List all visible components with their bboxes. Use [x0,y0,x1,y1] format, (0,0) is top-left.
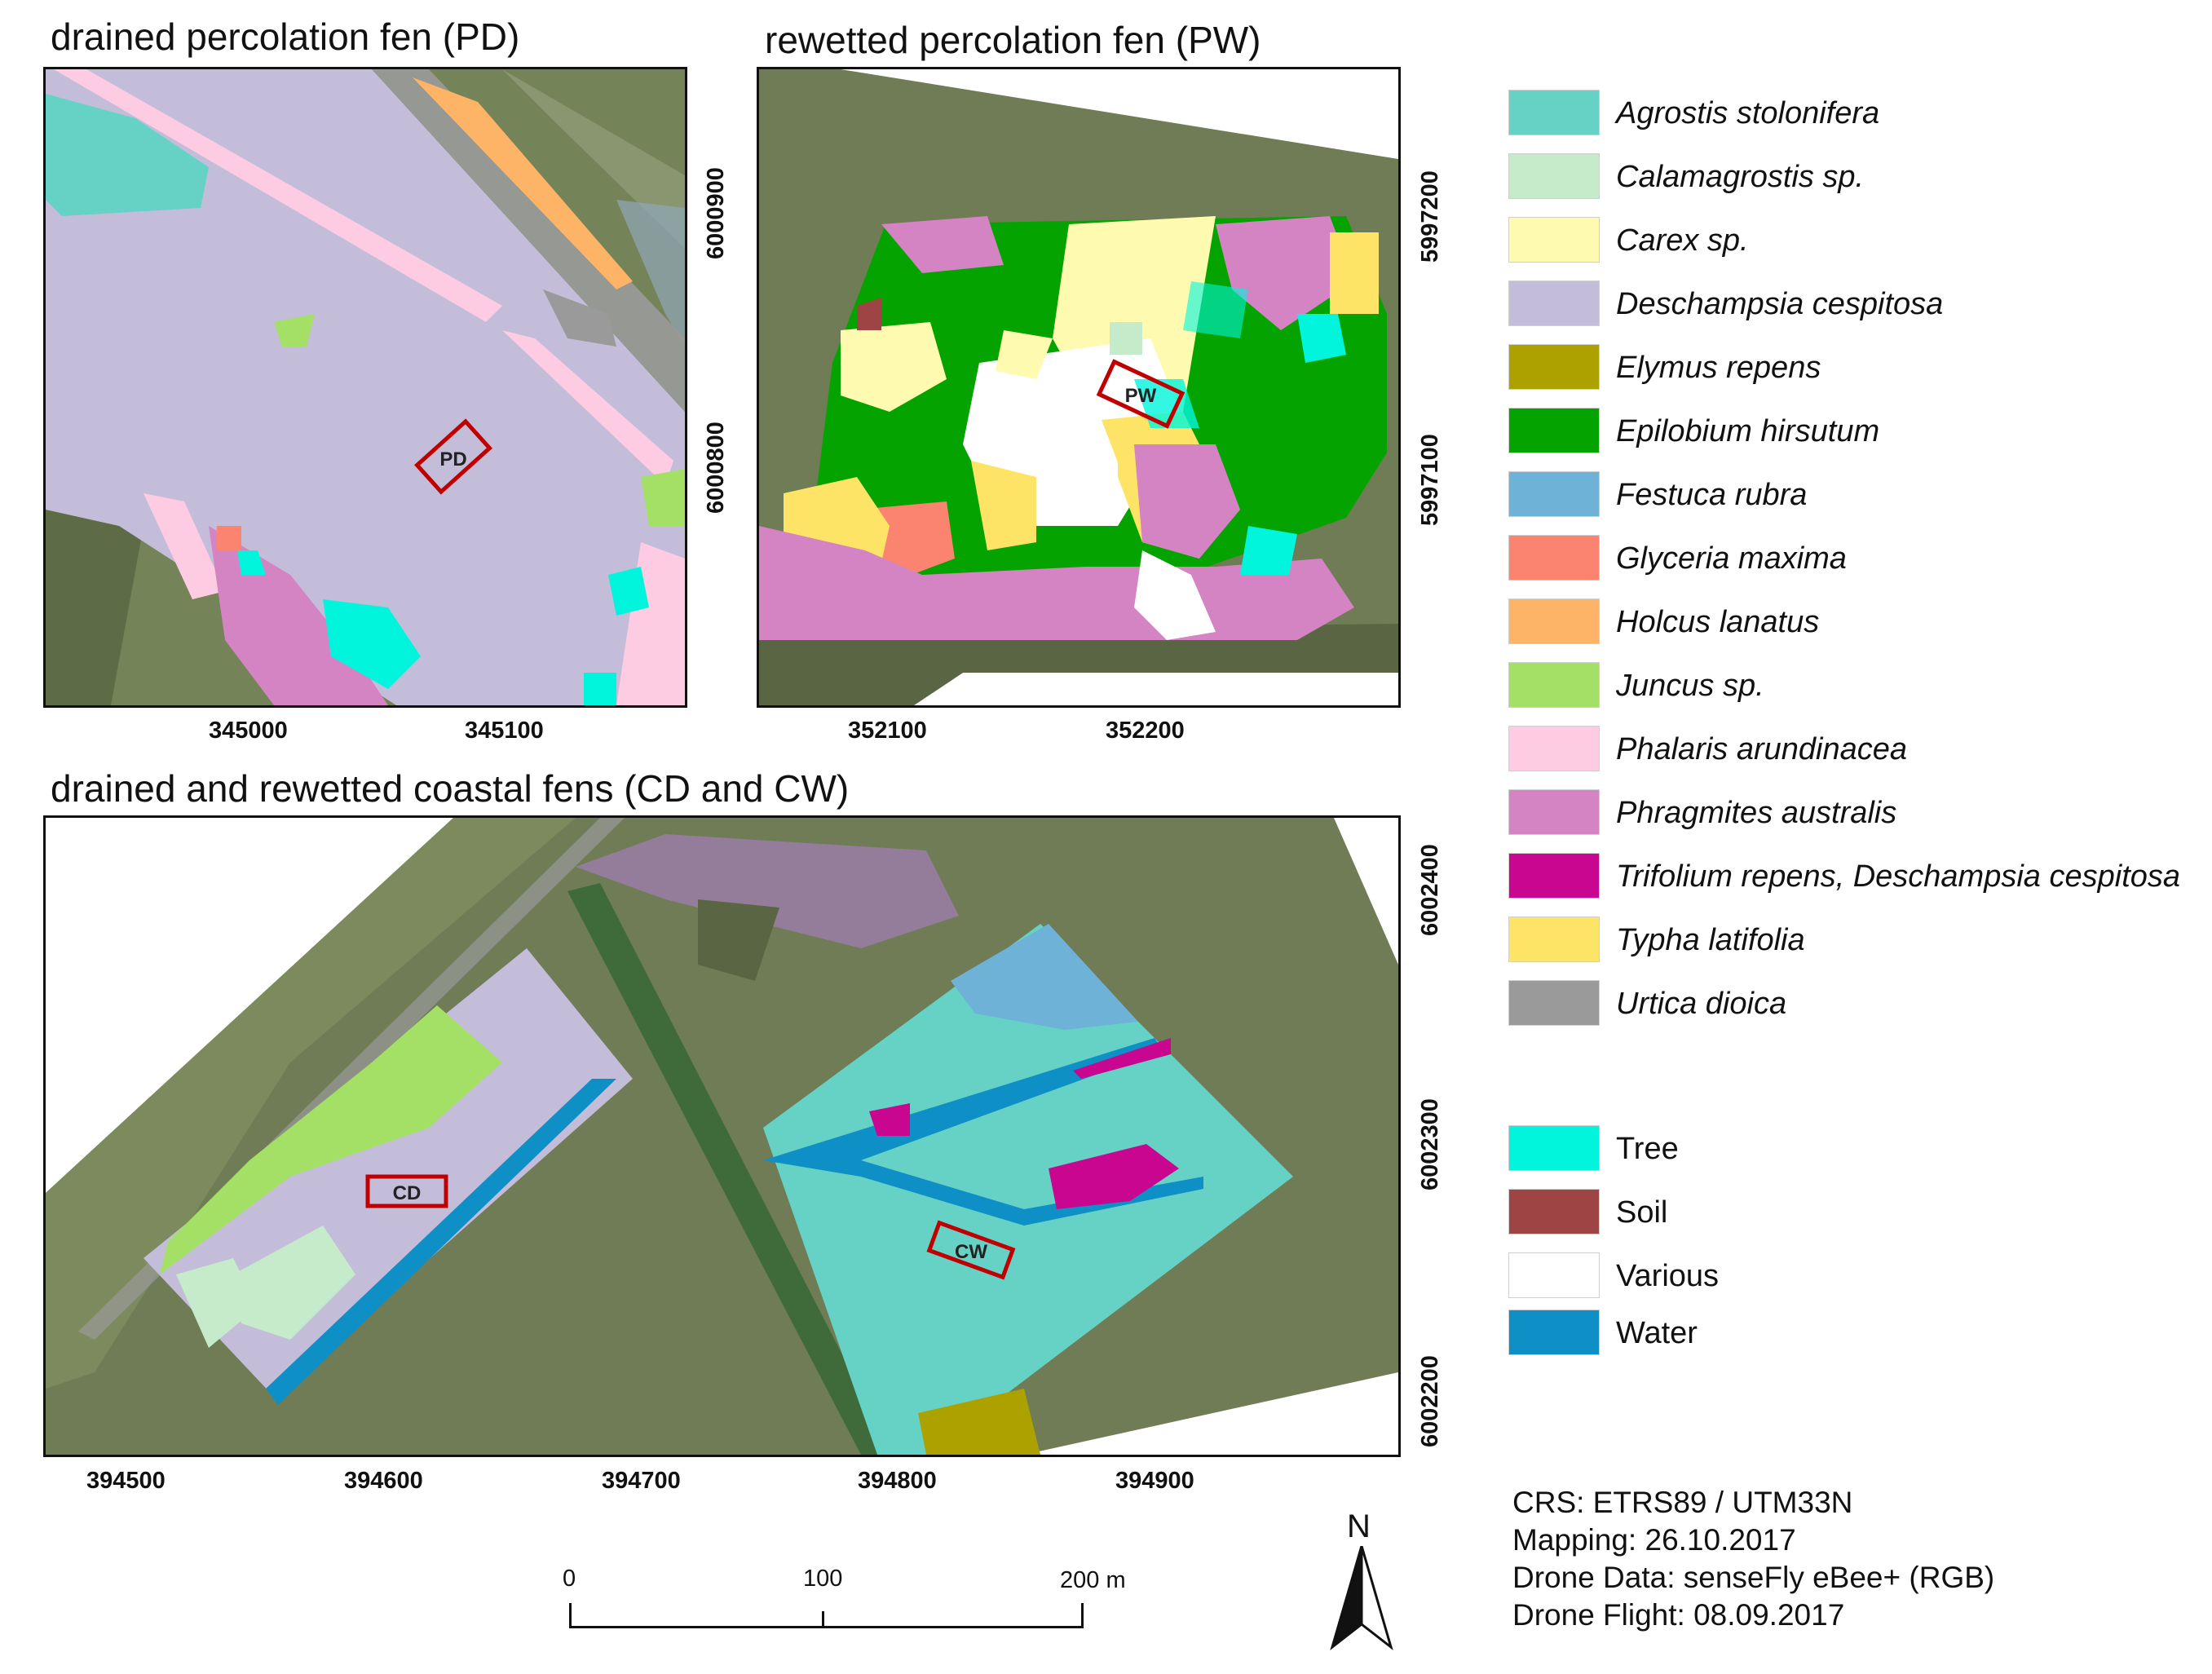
pw-x-tick-1: 352100 [848,718,927,744]
legend-item-epilobium: Epilobium hirsutum [1508,408,2201,457]
legend-item-soil: Soil [1508,1189,2201,1238]
panel-title-pd: drained percolation fen (PD) [51,15,520,58]
legend-swatch [1508,789,1600,835]
legend-swatch [1508,980,1600,1026]
legend-label: Trifolium repens, Deschampsia cespitosa [1616,859,2181,894]
legend-item-carex: Carex sp. [1508,217,2201,266]
site-label-pw: PW [1125,385,1157,407]
pw-y-tick-1: 5997200 [1417,170,1443,263]
legend-label: Water [1616,1316,1698,1350]
legend-item-various: Various [1508,1252,2201,1301]
legend-label: Tree [1616,1132,1679,1166]
legend-label: Deschampsia cespitosa [1616,287,1944,321]
coastal-x-tick-3: 394700 [602,1468,681,1494]
legend-label: Soil [1616,1195,1668,1230]
map-pd: PD [46,69,685,705]
legend-label: Various [1616,1259,1720,1293]
legend-item-urtica: Urtica dioica [1508,980,2201,1029]
legend-item-water: Water [1508,1310,2201,1358]
map-info: CRS: ETRS89 / UTM33N Mapping: 26.10.2017… [1512,1484,1994,1634]
scale-label-200: 200 m [1060,1567,1126,1593]
site-label-cd: CD [393,1182,422,1204]
north-arrow: N [1329,1508,1394,1651]
legend-swatch [1508,217,1600,263]
legend-swatch [1508,153,1600,199]
legend-swatch [1508,344,1600,390]
panel-title-pw: rewetted percolation fen (PW) [765,19,1261,61]
legend-swatch [1508,726,1600,771]
legend-label: Festuca rubra [1616,478,1808,512]
legend-swatch [1508,853,1600,899]
map-frame-pw[interactable]: PW [757,67,1401,708]
legend-label: Juncus sp. [1616,669,1764,703]
legend-swatch [1508,1252,1600,1298]
legend-label: Holcus lanatus [1616,605,1820,639]
coastal-x-tick-2: 394600 [344,1468,423,1494]
coastal-x-tick-1: 394500 [86,1468,166,1494]
scale-label-100: 100 [803,1566,843,1592]
legend-swatch [1508,1125,1600,1171]
legend-item-phragmites: Phragmites australis [1508,789,2201,838]
legend-swatch [1508,917,1600,962]
coastal-y-tick-3: 6002200 [1417,1355,1443,1447]
legend-label: Glyceria maxima [1616,541,1847,576]
north-arrow-icon [1330,1546,1393,1651]
legend-item-typha: Typha latifolia [1508,917,2201,965]
legend-label: Agrostis stolonifera [1616,96,1880,130]
coastal-y-tick-2: 6002300 [1417,1098,1443,1190]
scale-bar: 0 100 200 m [563,1566,1126,1631]
info-mapping: Mapping: 26.10.2017 [1512,1523,1796,1557]
legend-item-juncus: Juncus sp. [1508,662,2201,711]
coastal-x-tick-4: 394800 [858,1468,937,1494]
legend-swatch [1508,1189,1600,1235]
info-drone-flight: Drone Flight: 08.09.2017 [1512,1598,1845,1632]
legend-swatch [1508,535,1600,581]
legend-label: Calamagrostis sp. [1616,160,1865,194]
legend-swatch [1508,280,1600,326]
legend-item-tree: Tree [1508,1125,2201,1174]
legend-item-elymus: Elymus repens [1508,344,2201,393]
legend-label: Typha latifolia [1616,923,1805,957]
legend-swatch [1508,471,1600,517]
legend-label: Elymus repens [1616,351,1821,385]
legend-item-trifolium: Trifolium repens, Deschampsia cespitosa [1508,853,2201,902]
pd-y-tick-1: 6000900 [703,167,729,259]
legend-item-festuca: Festuca rubra [1508,471,2201,520]
legend-item-calamagrostis: Calamagrostis sp. [1508,153,2201,202]
north-label: N [1347,1508,1371,1544]
pd-x-tick-2: 345100 [465,718,544,744]
pw-y-tick-2: 5997100 [1417,434,1443,526]
info-drone-data: Drone Data: senseFly eBee+ (RGB) [1512,1561,1995,1594]
legend-item-agrostis: Agrostis stolonifera [1508,90,2201,139]
legend-swatch [1508,408,1600,453]
legend-label: Phalaris arundinacea [1616,732,1908,766]
legend-label: Carex sp. [1616,223,1749,258]
site-label-cw: CW [955,1241,987,1263]
map-frame-coastal[interactable]: CD CW [43,815,1401,1457]
coastal-y-tick-1: 6002400 [1417,844,1443,936]
legend-swatch [1508,598,1600,644]
legend-label: Phragmites australis [1616,796,1897,830]
legend-label: Urtica dioica [1616,987,1787,1021]
map-coastal: CD CW [46,818,1398,1455]
legend-swatch [1508,90,1600,135]
legend-item-glyceria: Glyceria maxima [1508,535,2201,584]
pd-y-tick-2: 6000800 [703,422,729,514]
site-label-pd: PD [439,448,466,470]
map-pw: PW [759,69,1398,705]
legend-item-holcus: Holcus lanatus [1508,598,2201,647]
panel-title-coastal: drained and rewetted coastal fens (CD an… [51,767,850,810]
legend-swatch [1508,662,1600,708]
scale-label-0: 0 [563,1566,576,1592]
coastal-x-tick-5: 394900 [1115,1468,1194,1494]
info-crs: CRS: ETRS89 / UTM33N [1512,1486,1853,1519]
legend-item-deschampsia: Deschampsia cespitosa [1508,280,2201,329]
legend-item-phalaris: Phalaris arundinacea [1508,726,2201,775]
pd-x-tick-1: 345000 [209,718,288,744]
legend-label: Epilobium hirsutum [1616,414,1880,448]
map-frame-pd[interactable]: PD [43,67,687,708]
pw-x-tick-2: 352200 [1106,718,1185,744]
legend-swatch [1508,1310,1600,1355]
